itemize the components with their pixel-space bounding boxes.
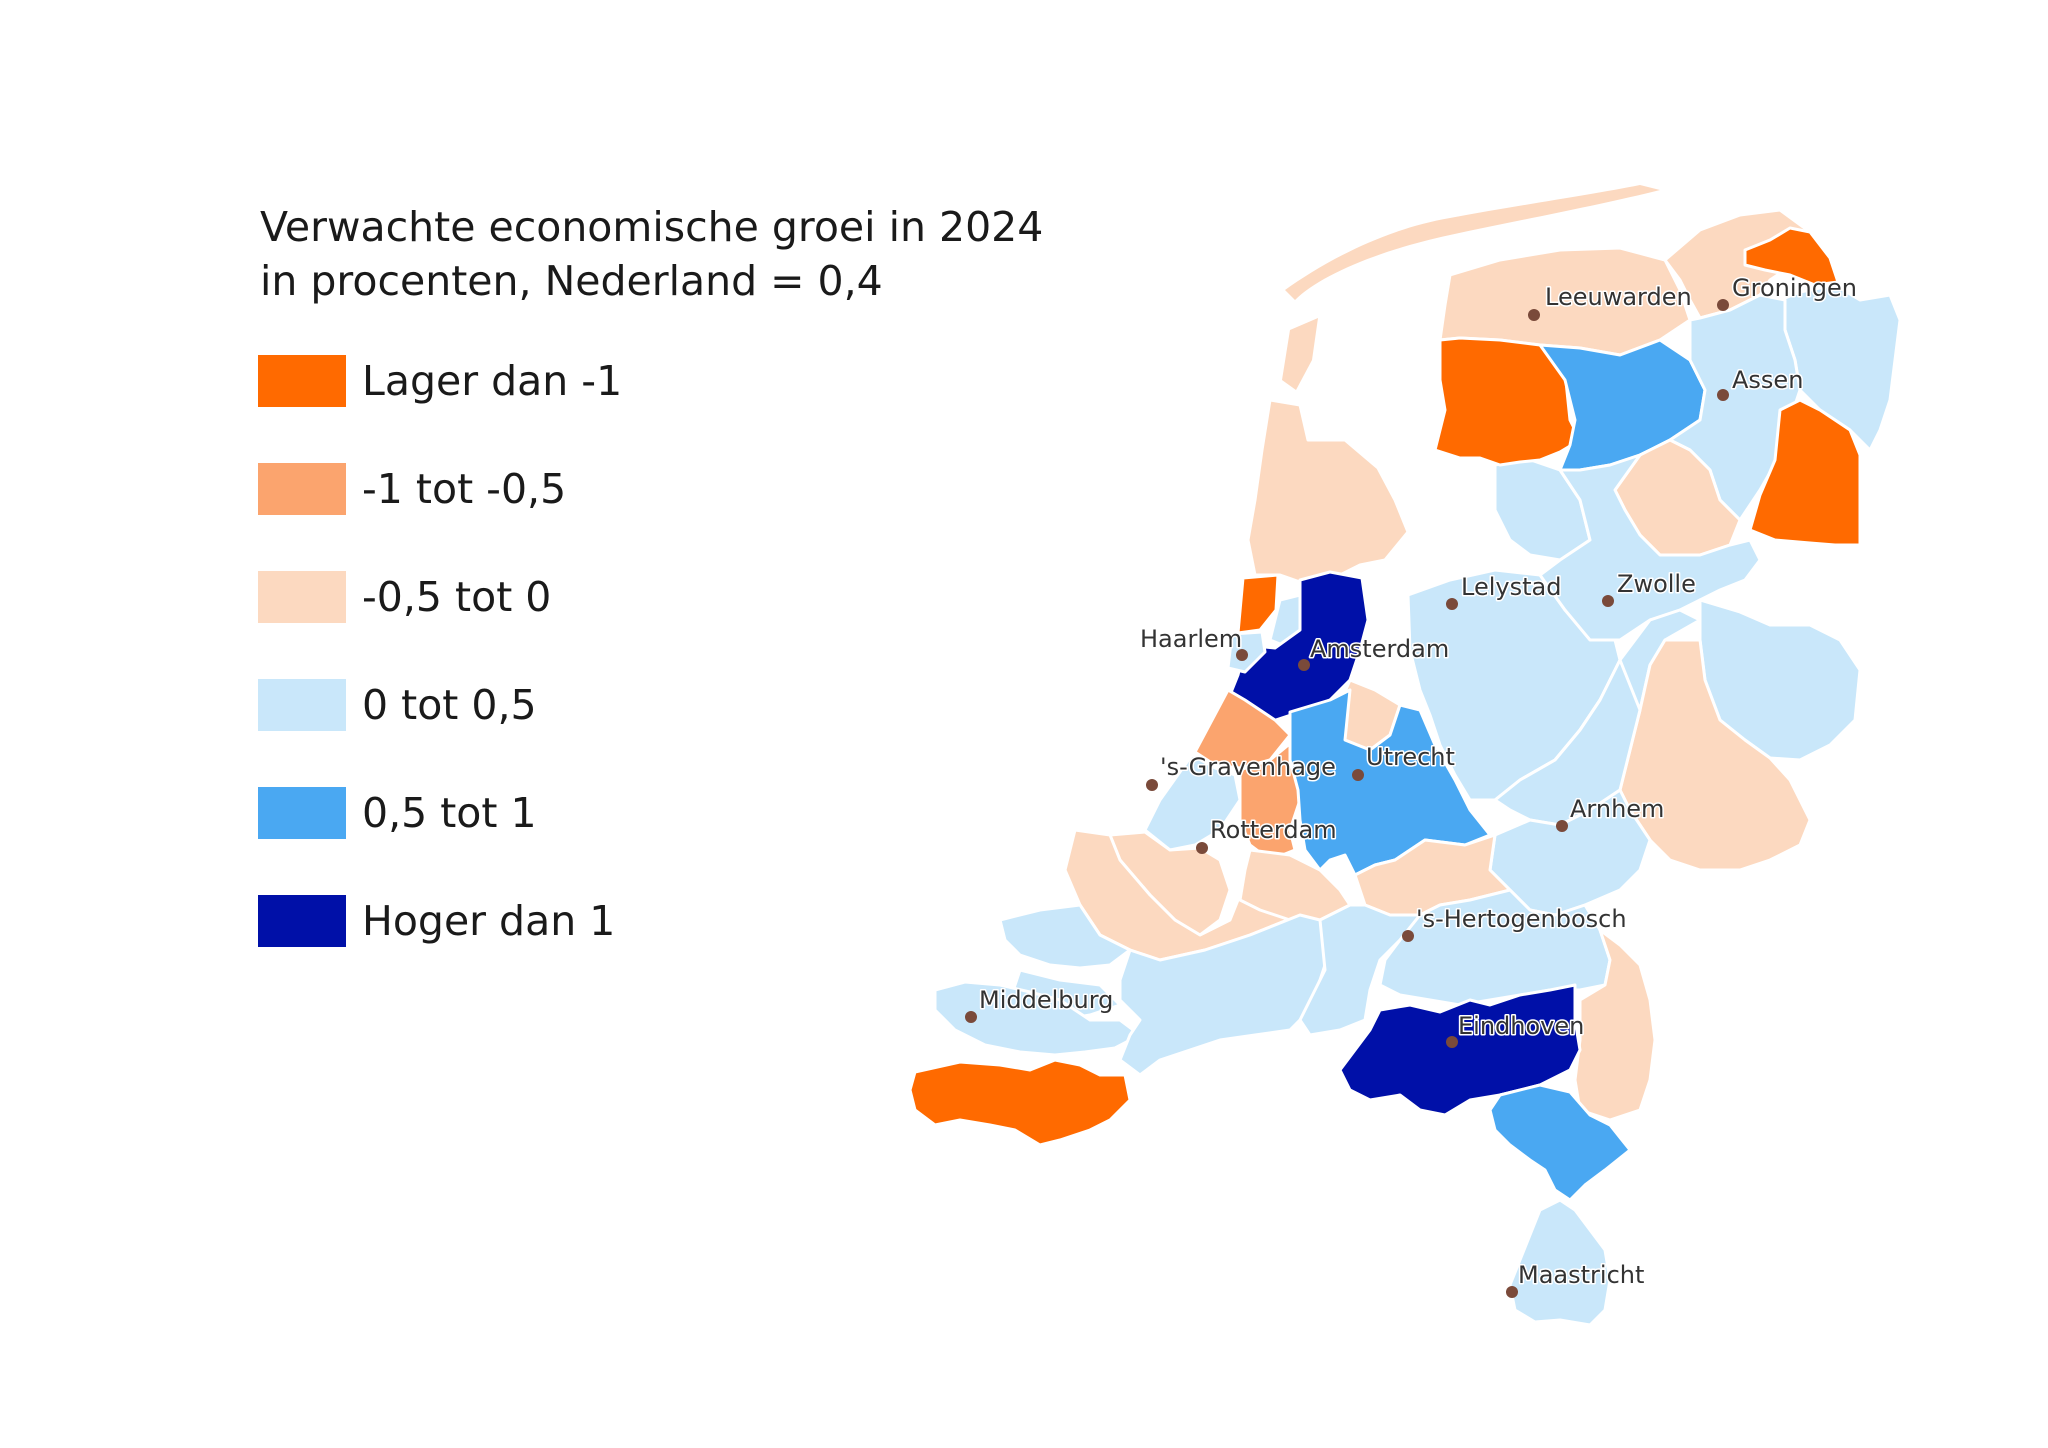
city-label: Haarlem <box>1140 625 1242 653</box>
region-zuid-limburg <box>1508 1198 1612 1327</box>
region-midden-noord-brabant <box>1298 903 1422 1037</box>
city-label: Arnhem <box>1570 795 1664 823</box>
legend-swatch <box>258 463 346 515</box>
legend-swatch <box>258 895 346 947</box>
region-delfzijl <box>1743 226 1840 287</box>
city-maastricht: Maastricht <box>1506 1260 1646 1298</box>
city-dot-icon <box>1196 842 1208 854</box>
city-label: Maastricht <box>1518 1261 1644 1289</box>
legend-swatch <box>258 571 346 623</box>
city-label: Eindhoven <box>1458 1012 1584 1040</box>
city-dot-icon <box>1717 299 1729 311</box>
region-ijmond <box>1236 573 1280 635</box>
city-dot-icon <box>1506 1286 1518 1298</box>
region-oost-zuid-holland <box>1238 740 1307 862</box>
city-groningen: Groningen <box>1717 273 1858 311</box>
region-texel <box>1282 318 1318 390</box>
city-eindhoven: Eindhoven <box>1446 1011 1586 1048</box>
region-zuidoost-zuid-holland <box>1238 848 1352 922</box>
legend-label: -1 tot -0,5 <box>362 465 567 513</box>
legend-item-0-tot-05: 0 tot 0,5 <box>258 679 758 735</box>
city-s-hertogenbosch: 's-Hertogenbosch <box>1402 904 1628 942</box>
region-zeeuws-vlaanderen <box>908 1058 1132 1147</box>
legend-label: 0 tot 0,5 <box>362 681 537 729</box>
city-dot-icon <box>1602 595 1614 607</box>
region-noord-overijssel <box>1538 453 1762 642</box>
region-zuidoost-drenthe <box>1748 398 1862 547</box>
map-title: Verwachte economische groei in 2024 in p… <box>260 200 1043 308</box>
region-wadden-islands <box>1285 185 1660 300</box>
city-label: Utrecht <box>1366 743 1455 771</box>
city-dot-icon <box>1556 820 1568 832</box>
city-label: 's-Gravenhage <box>1160 753 1336 781</box>
legend-label: Hoger dan 1 <box>362 897 616 945</box>
region-agglomeratie-den-haag <box>1143 753 1242 852</box>
city-dot-icon <box>1236 649 1248 661</box>
legend-label: Lager dan -1 <box>362 357 623 405</box>
city-label: Assen <box>1732 366 1803 394</box>
city-dot-icon <box>1298 659 1310 671</box>
city-label: Amsterdam <box>1310 635 1449 663</box>
city-label: Lelystad <box>1461 573 1561 601</box>
city-amsterdam: Amsterdam <box>1298 634 1451 671</box>
city-dot-icon <box>1717 389 1729 401</box>
region-noord-limburg <box>1573 928 1657 1122</box>
city-dot-icon <box>1446 1036 1458 1048</box>
city-label: Groningen <box>1732 274 1857 302</box>
city-dot-icon <box>965 1011 977 1023</box>
city-label: Rotterdam <box>1210 816 1337 844</box>
legend-item-min05-tot-0: -0,5 tot 0 <box>258 571 758 627</box>
title-line-1: Verwachte economische groei in 2024 <box>260 203 1044 251</box>
city-markers: Leeuwarden Groningen Assen Lelystad Zwol… <box>965 273 1858 1298</box>
city-dot-icon <box>1402 930 1414 942</box>
city-dot-icon <box>1146 779 1158 791</box>
city-label: Zwolle <box>1617 570 1696 598</box>
city-dot-icon <box>1528 309 1540 321</box>
city-arnhem: Arnhem <box>1556 794 1666 832</box>
city-dot-icon <box>1446 598 1458 610</box>
city-rotterdam: Rotterdam <box>1196 815 1338 854</box>
region-midden-limburg <box>1488 1083 1632 1202</box>
city-assen: Assen <box>1717 365 1805 401</box>
legend-swatch <box>258 787 346 839</box>
region-noordoost-noord-brabant <box>1378 888 1612 1007</box>
legend-swatch <box>258 679 346 731</box>
region-noord-holland-north <box>1246 398 1410 592</box>
city-label: 's-Hertogenbosch <box>1416 905 1627 933</box>
legend-item-min1-tot-min05: -1 tot -0,5 <box>258 463 758 519</box>
city-haarlem: Haarlem <box>1139 624 1248 661</box>
legend-item-hoger-dan-1: Hoger dan 1 <box>258 895 758 951</box>
city-label: Middelburg <box>979 986 1113 1014</box>
region-west-noord-brabant <box>1118 913 1332 1077</box>
title-line-2: in procenten, Nederland = 0,4 <box>260 257 883 305</box>
legend-label: 0,5 tot 1 <box>362 789 537 837</box>
city-dot-icon <box>1352 769 1364 781</box>
city-s-gravenhage: 's-Gravenhage <box>1146 752 1337 791</box>
region-zuidwest-friesland <box>1433 336 1582 467</box>
city-zwolle: Zwolle <box>1602 569 1697 607</box>
city-leeuwarden: Leeuwarden <box>1528 282 1693 321</box>
city-middelburg: Middelburg <box>965 985 1115 1023</box>
city-utrecht: Utrecht <box>1352 742 1456 781</box>
city-lelystad: Lelystad <box>1446 572 1563 610</box>
legend-label: -0,5 tot 0 <box>362 573 552 621</box>
legend-swatch <box>258 355 346 407</box>
city-label: Leeuwarden <box>1545 283 1692 311</box>
legend-item-lager-dan-min1: Lager dan -1 <box>258 355 758 411</box>
legend-item-05-tot-1: 0,5 tot 1 <box>258 787 758 843</box>
